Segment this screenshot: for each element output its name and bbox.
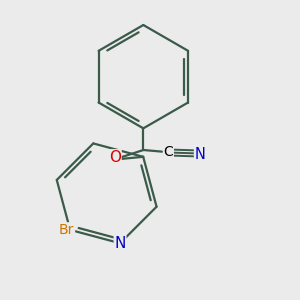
Text: O: O bbox=[109, 150, 121, 165]
Text: Br: Br bbox=[59, 223, 74, 237]
Text: N: N bbox=[195, 147, 206, 162]
Text: N: N bbox=[114, 236, 126, 251]
Text: C: C bbox=[164, 145, 173, 159]
